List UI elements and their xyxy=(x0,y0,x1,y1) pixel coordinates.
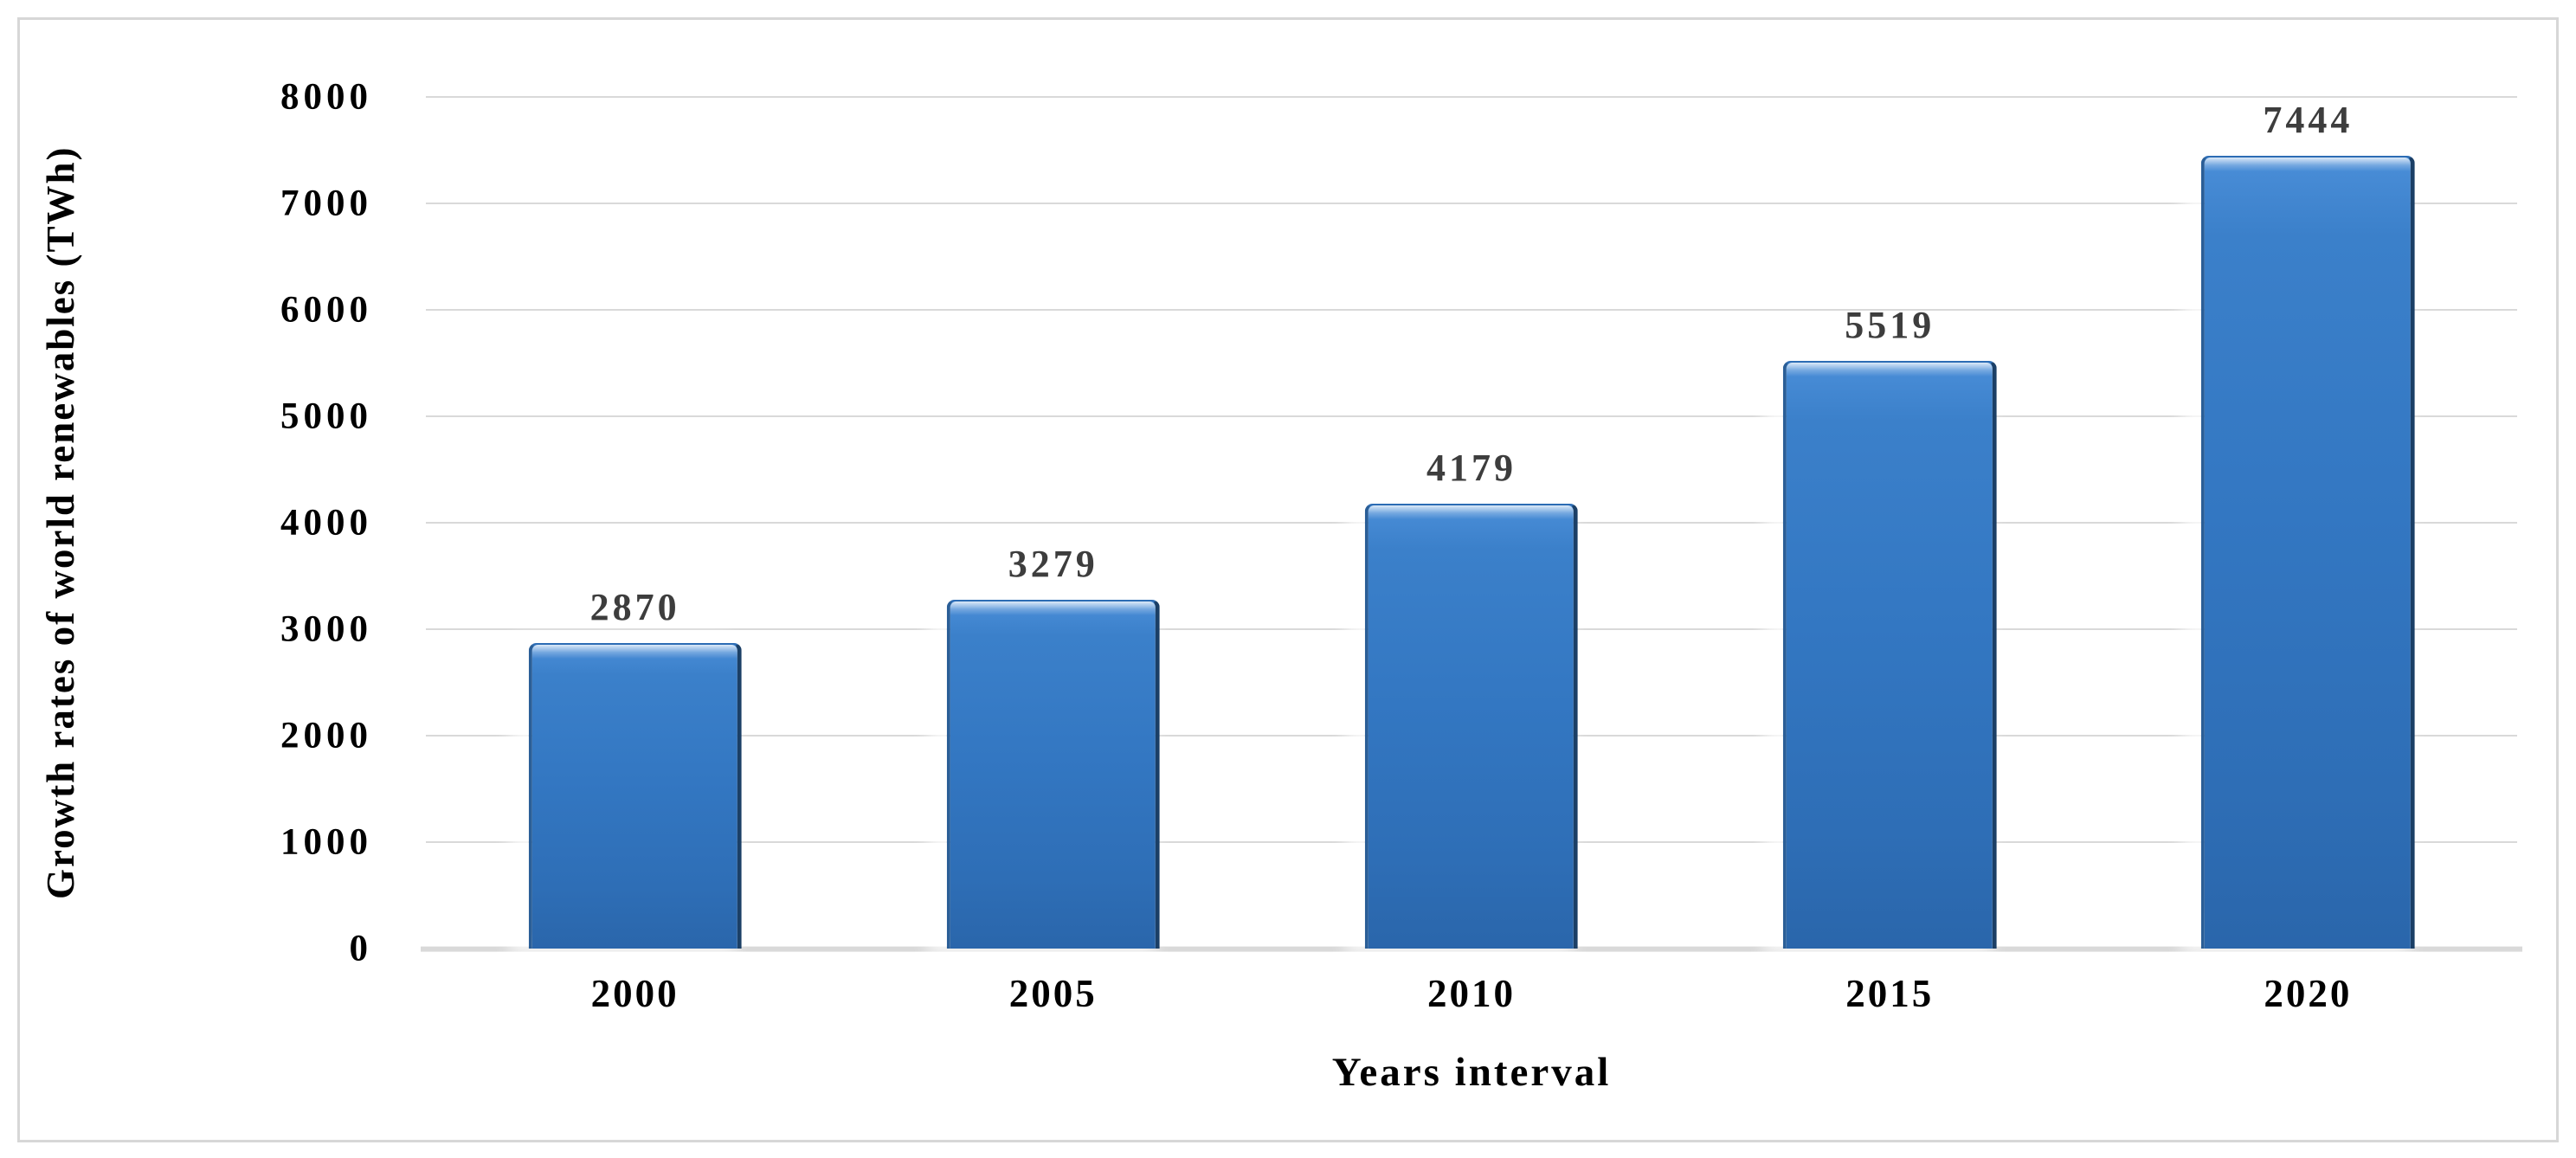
bar-slot-2015: 5519 xyxy=(1681,97,2099,949)
x-tick-label-2010: 2010 xyxy=(1427,972,1516,1015)
x-tick-label-2000: 2000 xyxy=(590,972,679,1015)
y-axis-tick-labels: 0 1000 2000 3000 4000 5000 6000 7000 8000 xyxy=(0,77,398,969)
bar-value-label-2015: 5519 xyxy=(1845,304,1935,347)
bar-series: 2870 3279 4179 5519 7444 xyxy=(426,97,2517,949)
y-tick-label-8000: 8000 xyxy=(280,76,372,118)
y-tick-label-5000: 5000 xyxy=(280,396,372,437)
bar-2005 xyxy=(946,599,1161,949)
y-tick-label-4000: 4000 xyxy=(280,502,372,544)
bar-value-label-2000: 2870 xyxy=(589,586,680,628)
y-tick-label-6000: 6000 xyxy=(280,289,372,331)
x-tick-label-2005: 2005 xyxy=(1008,972,1098,1015)
bar-2015 xyxy=(1782,361,1997,949)
bar-value-label-2020: 7444 xyxy=(2263,99,2354,142)
gridline-5000 xyxy=(426,415,2517,417)
bar-slot-2000: 2870 xyxy=(426,97,844,949)
x-axis-line xyxy=(421,946,2522,952)
bar-2010 xyxy=(1364,503,1579,949)
y-tick-label-1000: 1000 xyxy=(280,821,372,863)
y-tick-label-2000: 2000 xyxy=(280,715,372,756)
y-tick-label-0: 0 xyxy=(349,928,372,969)
y-tick-label-3000: 3000 xyxy=(280,608,372,650)
bar-slot-2005: 3279 xyxy=(844,97,1262,949)
y-tick-label-7000: 7000 xyxy=(280,183,372,224)
bar-slot-2010: 4179 xyxy=(1262,97,1680,949)
bar-2000 xyxy=(528,643,742,949)
gridline-7000 xyxy=(426,203,2517,204)
figure-border xyxy=(17,17,2559,1142)
bar-value-label-2005: 3279 xyxy=(1008,542,1098,585)
plot-area: 2870 3279 4179 5519 7444 xyxy=(421,96,2522,952)
x-tick-label-2015: 2015 xyxy=(1845,972,1935,1015)
gridline-8000 xyxy=(426,96,2517,98)
x-axis-title: Years interval xyxy=(1331,1050,1612,1095)
bar-value-label-2010: 4179 xyxy=(1426,446,1517,489)
gridline-6000 xyxy=(426,309,2517,311)
bar-2020 xyxy=(2201,156,2415,949)
x-tick-label-2020: 2020 xyxy=(2264,972,2353,1015)
bar-slot-2020: 7444 xyxy=(2099,97,2517,949)
x-axis-tick-labels: 2000 2005 2010 2015 2020 xyxy=(426,971,2517,1016)
